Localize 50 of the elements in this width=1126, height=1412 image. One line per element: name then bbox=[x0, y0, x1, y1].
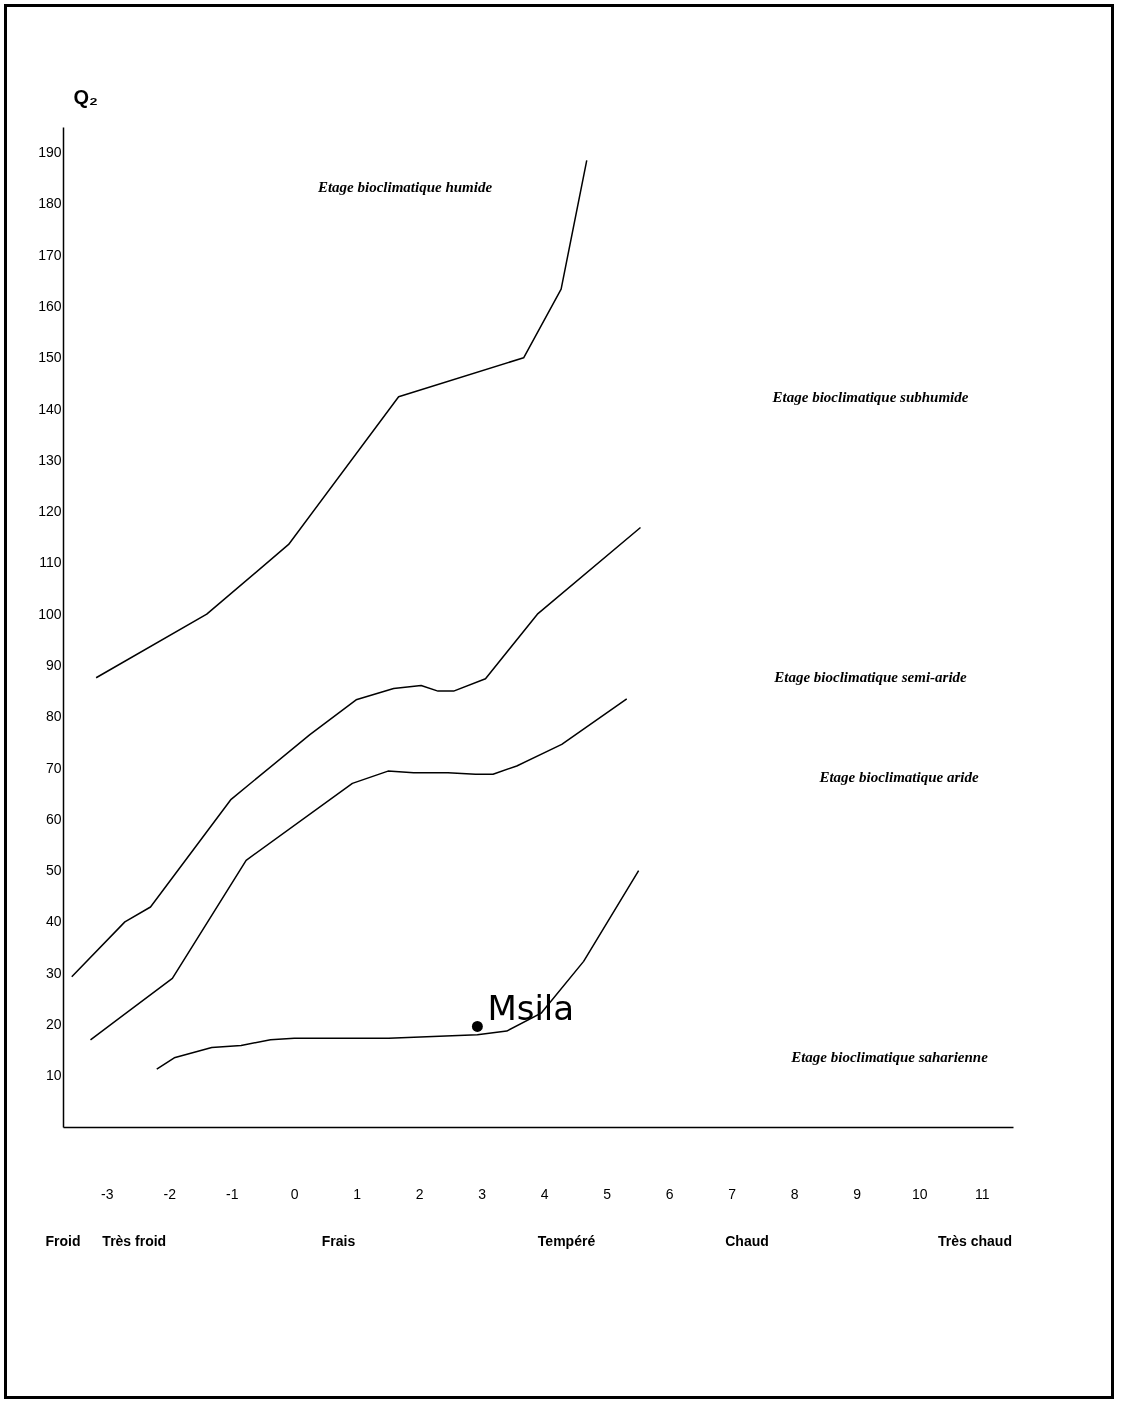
line-series bbox=[156, 869, 640, 1070]
y-tick-label: 120 bbox=[38, 503, 62, 520]
text: Frais bbox=[321, 1233, 356, 1249]
x-tick-label: 1 bbox=[353, 1185, 362, 1202]
x-tick-label: 8 bbox=[790, 1185, 799, 1202]
y-tick-label: 90 bbox=[45, 656, 62, 673]
x-tick-label: 6 bbox=[665, 1185, 674, 1202]
line-series bbox=[89, 698, 628, 1041]
line-series bbox=[71, 526, 642, 978]
annotation: Etage bioclimatique saharienne bbox=[790, 1049, 989, 1065]
y-tick-label: 180 bbox=[38, 195, 62, 212]
y-tick-label: 160 bbox=[38, 297, 62, 314]
annotation: Etage bioclimatique subhumide bbox=[771, 389, 969, 405]
x-tick-label: 3 bbox=[478, 1185, 487, 1202]
y-tick-label: 150 bbox=[38, 349, 62, 366]
text: Tempéré bbox=[537, 1233, 596, 1249]
y-tick-label: 130 bbox=[38, 451, 62, 468]
y-tick-label: 30 bbox=[45, 964, 62, 981]
x-tick-label: 10 bbox=[911, 1185, 928, 1202]
text: Très chaud bbox=[938, 1233, 1012, 1249]
y-tick-label: 110 bbox=[39, 554, 62, 571]
text: Très froid bbox=[102, 1233, 167, 1249]
y-tick-label: 20 bbox=[45, 1015, 62, 1032]
x-tick-label: -1 bbox=[226, 1185, 239, 1202]
x-tick-label: -2 bbox=[163, 1185, 177, 1202]
y-tick-label: 140 bbox=[38, 400, 62, 417]
x-tick-label: 11 bbox=[974, 1185, 990, 1202]
y-tick-label: 170 bbox=[38, 246, 62, 263]
x-tick-label: 4 bbox=[540, 1185, 549, 1202]
x-tick-label: 5 bbox=[603, 1185, 612, 1202]
y-tick-label: 100 bbox=[38, 605, 62, 622]
y-tick-label: 50 bbox=[45, 862, 62, 879]
y-tick-label: 70 bbox=[45, 759, 62, 776]
annotation: Etage bioclimatique humide bbox=[316, 179, 493, 195]
annotation: Etage bioclimatique semi-aride bbox=[773, 669, 968, 685]
text: Chaud bbox=[725, 1233, 769, 1249]
line-series bbox=[95, 159, 588, 679]
x-tick-label: 2 bbox=[415, 1185, 424, 1202]
x-tick-label: 0 bbox=[290, 1185, 299, 1202]
y-tick-label: 80 bbox=[45, 708, 62, 725]
x-tick-label: 9 bbox=[853, 1185, 862, 1202]
x-tick-label: 7 bbox=[728, 1185, 737, 1202]
y-tick-label: 60 bbox=[45, 810, 62, 827]
annotation: Etage bioclimatique aride bbox=[818, 769, 979, 785]
x-tick-label: -3 bbox=[101, 1185, 114, 1202]
y-axis-title: Q₂ bbox=[73, 85, 98, 108]
y-tick-label: 40 bbox=[45, 913, 62, 930]
y-tick-label: 10 bbox=[45, 1067, 62, 1084]
text: Froid bbox=[45, 1233, 81, 1249]
y-tick-label: 190 bbox=[38, 144, 62, 161]
